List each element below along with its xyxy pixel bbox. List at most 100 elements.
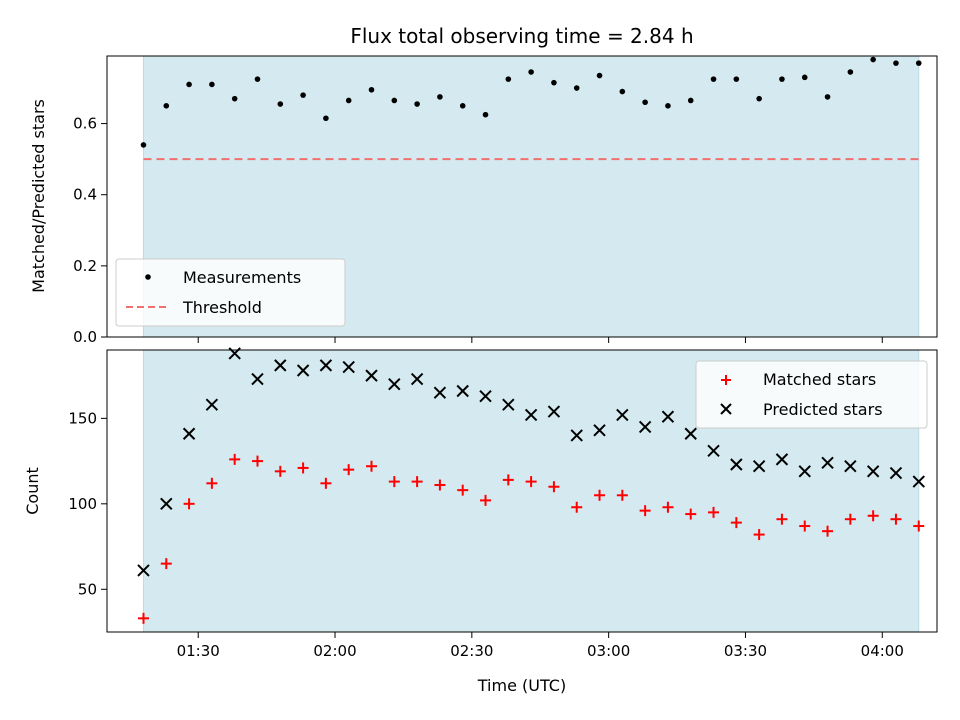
predicted-stars-point xyxy=(342,360,355,374)
predicted-stars-point xyxy=(205,398,219,411)
measurements-point xyxy=(254,76,261,82)
matched-stars-point xyxy=(548,481,560,493)
matched-stars-point xyxy=(799,520,811,532)
matched-stars-point xyxy=(890,513,902,525)
x-tick-label: 01:30 xyxy=(177,642,220,660)
matched-stars-point xyxy=(844,513,856,525)
predicted-stars-point xyxy=(661,410,675,423)
matched-stars-point xyxy=(320,477,332,489)
measurements-point xyxy=(345,97,352,104)
matched-stars-point xyxy=(662,501,674,513)
predicted-stars-point xyxy=(775,453,789,466)
predicted-stars-point xyxy=(707,444,720,458)
predicted-stars-point xyxy=(821,456,834,470)
matched-stars-point xyxy=(434,479,446,491)
matched-stars-point xyxy=(274,465,286,477)
predicted-stars-point xyxy=(182,427,196,440)
measurements-point xyxy=(505,76,512,82)
predicted-stars-point xyxy=(251,372,264,386)
ratio-panel: 0.0 0.2 0.4 0.6 Matched/Predicted stars Mea… xyxy=(29,55,938,346)
predicted-stars-point xyxy=(274,359,287,372)
matched-stars-point xyxy=(571,501,583,513)
measurements-point xyxy=(277,101,284,107)
measurements-point xyxy=(596,72,603,79)
measurements-point xyxy=(573,85,580,91)
matched-stars-point xyxy=(457,484,469,496)
predicted-stars-point xyxy=(730,458,743,471)
measurements-point xyxy=(163,102,170,109)
matched-stars-point xyxy=(594,489,606,501)
measurements-point xyxy=(687,97,694,104)
counts-legend-box xyxy=(695,360,928,429)
predicted-stars-point xyxy=(798,465,811,478)
matched-stars-point xyxy=(480,494,492,506)
count-points xyxy=(137,347,925,624)
measurements-point xyxy=(824,94,831,100)
predicted-stars-point xyxy=(365,369,378,382)
chart-title: Flux total observing time = 2.84 h xyxy=(350,24,693,48)
measurements-point xyxy=(459,102,466,109)
ratio-x-ticks xyxy=(197,337,883,343)
measurements-point xyxy=(300,92,306,98)
measurements-point xyxy=(915,60,922,66)
x-tick-label: 03:00 xyxy=(587,642,630,660)
predicted-stars-point xyxy=(502,398,515,411)
y-tick-label: 0.4 xyxy=(73,186,97,204)
measurements-point xyxy=(231,95,238,102)
predicted-stars-point xyxy=(524,408,538,422)
measurement-points xyxy=(140,56,922,148)
y-tick-label: 50 xyxy=(78,580,97,598)
measurements-point xyxy=(528,69,534,75)
predicted-stars-point xyxy=(388,377,401,391)
measurements-point xyxy=(186,81,192,88)
counts-axes-frame xyxy=(106,349,938,633)
predicted-stars-point xyxy=(319,359,333,372)
matched-stars-point xyxy=(730,517,742,529)
predicted-stars-point xyxy=(296,364,310,377)
predicted-stars-point xyxy=(547,405,561,418)
legend-measurements-marker xyxy=(145,274,151,280)
predicted-stars-point xyxy=(570,429,583,442)
x-tick-label: 04:00 xyxy=(861,642,904,660)
counts-x-ticks: 01:30 02:00 02:30 03:00 03:30 04:00 xyxy=(177,632,904,660)
matched-stars-point xyxy=(616,489,628,501)
matched-stars-point xyxy=(366,460,378,472)
matched-stars-point xyxy=(502,474,514,486)
predicted-stars-point xyxy=(638,420,652,434)
matched-stars-point xyxy=(183,498,195,510)
y-tick-label: 0.0 xyxy=(73,328,97,346)
ratio-axes-frame xyxy=(106,55,938,338)
measurements-point xyxy=(870,56,876,63)
counts-legend: Matched stars Predicted stars xyxy=(695,360,928,429)
matched-stars-point xyxy=(685,508,697,520)
ratio-legend-box xyxy=(115,258,346,327)
legend-threshold-label: Threshold xyxy=(182,298,262,317)
x-axis-label: Time (UTC) xyxy=(477,676,566,695)
measurements-point xyxy=(551,79,557,86)
predicted-stars-point xyxy=(866,465,880,478)
measurements-point xyxy=(437,94,443,100)
predicted-stars-point xyxy=(456,384,469,398)
predicted-stars-point xyxy=(616,408,629,422)
measurements-point xyxy=(733,76,740,82)
y-tick-label: 0.6 xyxy=(73,115,97,133)
matched-stars-point xyxy=(867,510,879,522)
legend-matched-marker xyxy=(721,375,731,385)
predicted-stars-point xyxy=(137,564,150,577)
matched-stars-point xyxy=(343,464,355,476)
measurements-point xyxy=(779,76,785,82)
ratio-y-ticks: 0.0 0.2 0.4 0.6 xyxy=(73,115,107,346)
ratio-legend: Measurements Threshold xyxy=(115,258,346,327)
matched-stars-point xyxy=(297,462,309,474)
predicted-stars-point xyxy=(912,475,925,488)
predicted-stars-point xyxy=(889,466,903,480)
matched-stars-point xyxy=(160,558,172,570)
predicted-stars-point xyxy=(160,497,173,511)
legend-measurements-label: Measurements xyxy=(183,268,301,287)
x-tick-label: 03:30 xyxy=(724,642,767,660)
predicted-stars-point xyxy=(479,389,492,403)
matched-stars-point xyxy=(229,453,241,465)
matched-stars-point xyxy=(639,505,651,517)
